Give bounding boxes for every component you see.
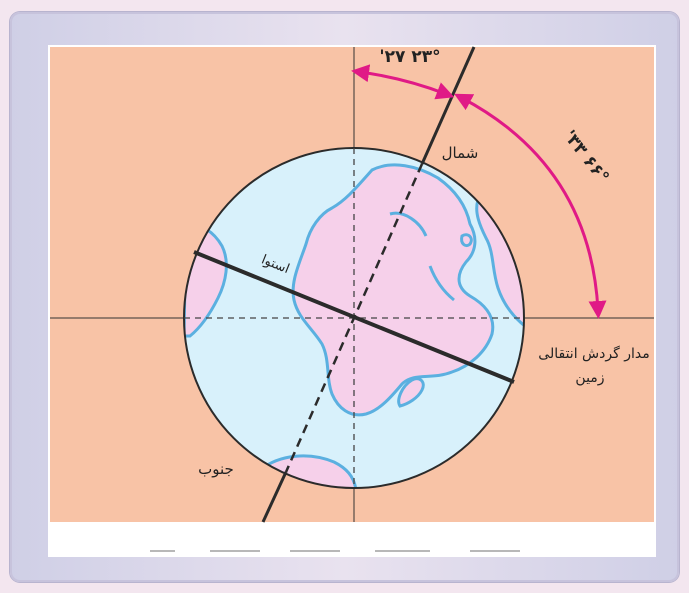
complement-angle-arrow bbox=[454, 93, 607, 319]
north-label: شمال bbox=[442, 144, 479, 162]
rotation-axis-bottom bbox=[261, 471, 288, 523]
orbit-label-line-2: زمین bbox=[575, 370, 604, 386]
south-label: جنوب bbox=[198, 460, 234, 478]
equator-line bbox=[193, 250, 515, 384]
tilt-angle-arrow bbox=[351, 64, 455, 100]
orbit-label-line-1: مدار گردش انتقالی bbox=[538, 345, 649, 362]
island-small-1 bbox=[460, 233, 473, 248]
tilt-angle-label: ۲۳° ۲۷' bbox=[379, 47, 440, 67]
sea-inlet-2 bbox=[428, 265, 455, 302]
sea-inlet-1 bbox=[389, 211, 428, 237]
rotation-axis-top bbox=[420, 46, 476, 165]
madagascar-island bbox=[397, 377, 425, 408]
